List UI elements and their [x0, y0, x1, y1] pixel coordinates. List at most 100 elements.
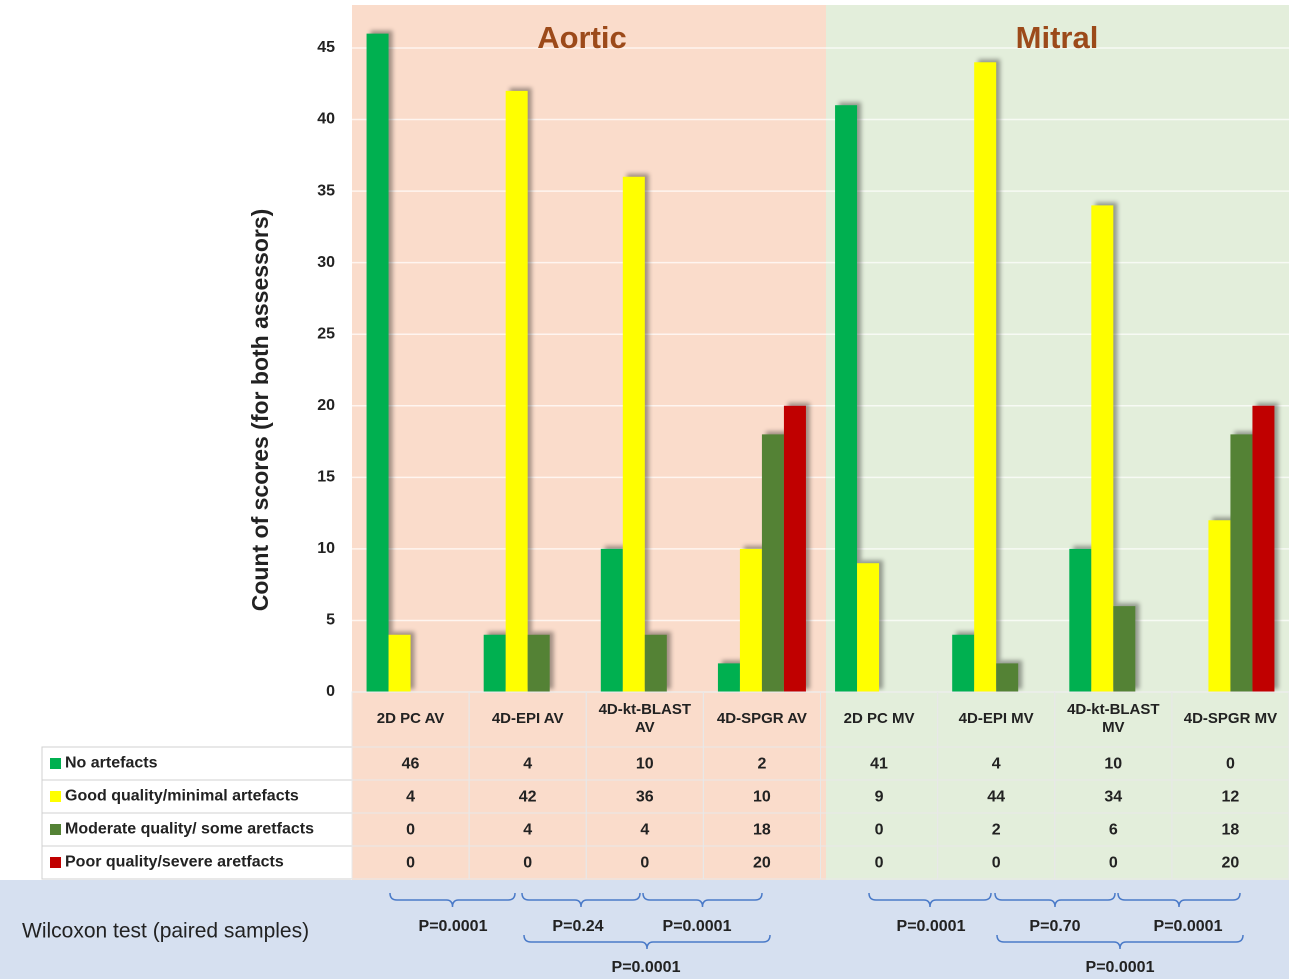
- table-value: 2: [757, 756, 766, 773]
- bar: [1113, 606, 1136, 692]
- bracket: [523, 934, 771, 950]
- table-value: 4: [406, 789, 415, 806]
- bracket: [642, 892, 763, 908]
- bar: [739, 548, 762, 692]
- p-value: P=0.0001: [663, 918, 732, 935]
- p-value: P=0.70: [1029, 918, 1080, 935]
- bar: [1208, 520, 1231, 692]
- bar: [1069, 548, 1092, 692]
- legend-swatch: [50, 857, 61, 868]
- bar: [857, 563, 880, 692]
- table-value: 0: [640, 855, 649, 872]
- x-tick-label: 4D-EPI MV: [958, 710, 1034, 727]
- table-value: 10: [753, 789, 771, 806]
- panel-title: Aortic: [537, 20, 627, 55]
- y-tick-label: 15: [317, 469, 335, 486]
- y-tick-label: 5: [326, 612, 335, 629]
- table-value: 42: [519, 789, 537, 806]
- bar: [366, 33, 389, 692]
- table-value: 10: [636, 756, 654, 773]
- p-value: P=0.0001: [1086, 959, 1155, 976]
- y-tick-label: 20: [317, 397, 335, 414]
- table-value: 36: [636, 789, 654, 806]
- x-tick-label-box: 2D PC AV: [376, 710, 445, 727]
- p-value: P=0.24: [552, 918, 603, 935]
- x-tick-label-box: 4D-EPI AV: [491, 710, 564, 727]
- bracket: [996, 934, 1244, 950]
- table-value: 34: [1104, 789, 1122, 806]
- table-value: 18: [753, 822, 771, 839]
- table-value: 0: [875, 855, 884, 872]
- legend-label: No artefacts: [65, 755, 158, 772]
- bar: [952, 634, 975, 692]
- bracket: [868, 892, 992, 908]
- table-value: 0: [1226, 756, 1235, 773]
- bar: [388, 634, 411, 692]
- table-value: 0: [875, 822, 884, 839]
- bar: [996, 663, 1019, 692]
- x-tick-label: 4D-SPGR AV: [716, 710, 807, 727]
- x-tick-label-box: 4D-kt-BLAST AV: [598, 701, 692, 736]
- y-tick-label: 35: [317, 182, 335, 199]
- legend-swatch: [50, 758, 61, 769]
- mitral-panel: [826, 5, 1289, 880]
- bar: [483, 634, 506, 692]
- table-value: 20: [753, 855, 771, 872]
- y-axis-label: Count of scores (for both assessors): [247, 209, 273, 612]
- bracket: [521, 892, 641, 908]
- wilcoxon-band: [0, 880, 1289, 979]
- table-cell: [1171, 845, 1289, 880]
- legend-label: Good quality/minimal artefacts: [65, 788, 299, 805]
- table-value: 4: [992, 756, 1001, 773]
- table-value: 4: [523, 756, 532, 773]
- table-value: 0: [992, 855, 1001, 872]
- table-value: 10: [1104, 756, 1122, 773]
- bar: [717, 663, 740, 692]
- legend-cell: [41, 845, 353, 880]
- x-tick-label: 2D PC MV: [843, 710, 915, 727]
- x-tick-label-box: 4D-SPGR AV: [716, 710, 807, 727]
- legend-swatch: [50, 791, 61, 802]
- aortic-panel: [352, 5, 826, 880]
- bar: [761, 434, 784, 692]
- x-tick-label: 2D PC AV: [376, 710, 445, 727]
- y-tick-label: 45: [317, 39, 335, 56]
- table-value: 46: [402, 756, 420, 773]
- x-tick-label: 4D-EPI AV: [491, 710, 564, 727]
- legend-label: Poor quality/severe aretfacts: [65, 854, 284, 871]
- legend-swatch: [50, 824, 61, 835]
- table-value: 4: [523, 822, 532, 839]
- bar: [527, 634, 550, 692]
- table-value: 0: [1109, 855, 1118, 872]
- bar: [1230, 434, 1253, 692]
- bar: [1252, 405, 1275, 692]
- table-value: 4: [640, 822, 649, 839]
- legend-cell: [41, 779, 353, 814]
- table-value: 2: [992, 822, 1001, 839]
- y-tick-label: 40: [317, 111, 335, 128]
- legend-cell: [41, 746, 353, 781]
- x-tick-label: 4D-kt-BLAST MV: [1067, 701, 1160, 736]
- table-value: 6: [1109, 822, 1118, 839]
- table-value: 12: [1222, 789, 1240, 806]
- bar: [622, 176, 645, 692]
- bar: [835, 105, 858, 692]
- x-tick-label: 4D-kt-BLAST AV: [598, 701, 692, 736]
- table-value: 9: [875, 789, 884, 806]
- table-value: 0: [406, 822, 415, 839]
- x-tick-label: 4D-SPGR MV: [1183, 710, 1278, 727]
- p-value: P=0.0001: [897, 918, 966, 935]
- table-value: 18: [1222, 822, 1240, 839]
- p-value: P=0.0001: [1154, 918, 1223, 935]
- table-value: 41: [870, 756, 888, 773]
- table-value: 0: [406, 855, 415, 872]
- p-value: P=0.0001: [419, 918, 488, 935]
- bar: [974, 62, 997, 692]
- p-value: P=0.0001: [612, 959, 681, 976]
- y-tick-label: 10: [317, 540, 335, 557]
- y-tick-label: 25: [317, 325, 335, 342]
- x-tick-label-box: 4D-EPI MV: [958, 710, 1034, 727]
- bracket: [389, 892, 516, 908]
- table-value: 0: [523, 855, 532, 872]
